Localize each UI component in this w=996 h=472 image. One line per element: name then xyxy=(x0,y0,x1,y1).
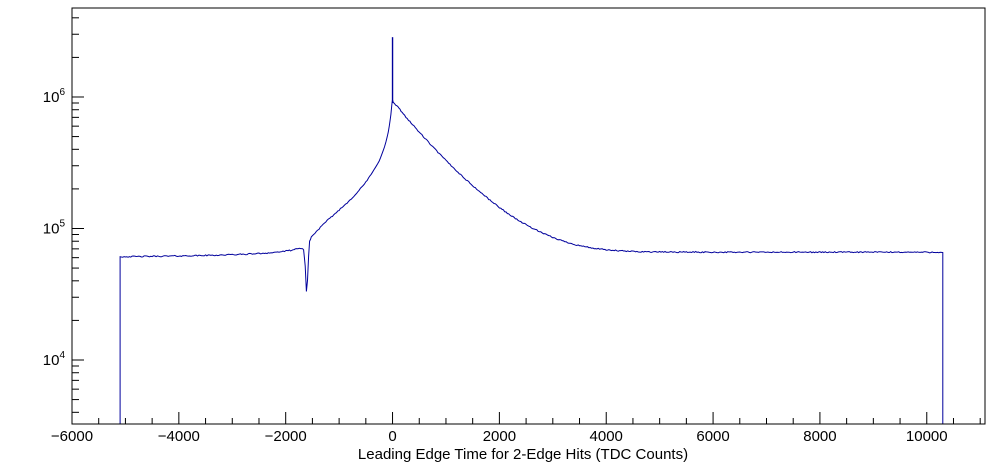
axis-ticks xyxy=(71,17,981,424)
x-tick-label: 8000 xyxy=(803,428,836,445)
x-tick-label: 0 xyxy=(388,428,396,445)
x-axis-title: Leading Edge Time for 2-Edge Hits (TDC C… xyxy=(358,446,688,463)
y-tick-label: 106 xyxy=(43,87,66,106)
x-tick-label: −2000 xyxy=(265,428,307,445)
axis-labels: −6000 −4000 −2000 0 2000 4000 6000 8000 10000 104… xyxy=(43,87,948,445)
x-tick-label: 4000 xyxy=(590,428,623,445)
x-tick-label: 10000 xyxy=(906,428,948,445)
x-tick-label: −4000 xyxy=(158,428,200,445)
histogram-series xyxy=(119,37,944,424)
x-tick-label: −6000 xyxy=(51,428,93,445)
y-tick-label: 105 xyxy=(43,218,66,237)
x-tick-label: 2000 xyxy=(483,428,516,445)
plot-frame xyxy=(71,7,986,425)
histogram-line xyxy=(119,99,944,424)
y-tick-label: 104 xyxy=(43,350,66,369)
plot-frame-group xyxy=(71,7,986,425)
x-tick-label: 6000 xyxy=(696,428,729,445)
